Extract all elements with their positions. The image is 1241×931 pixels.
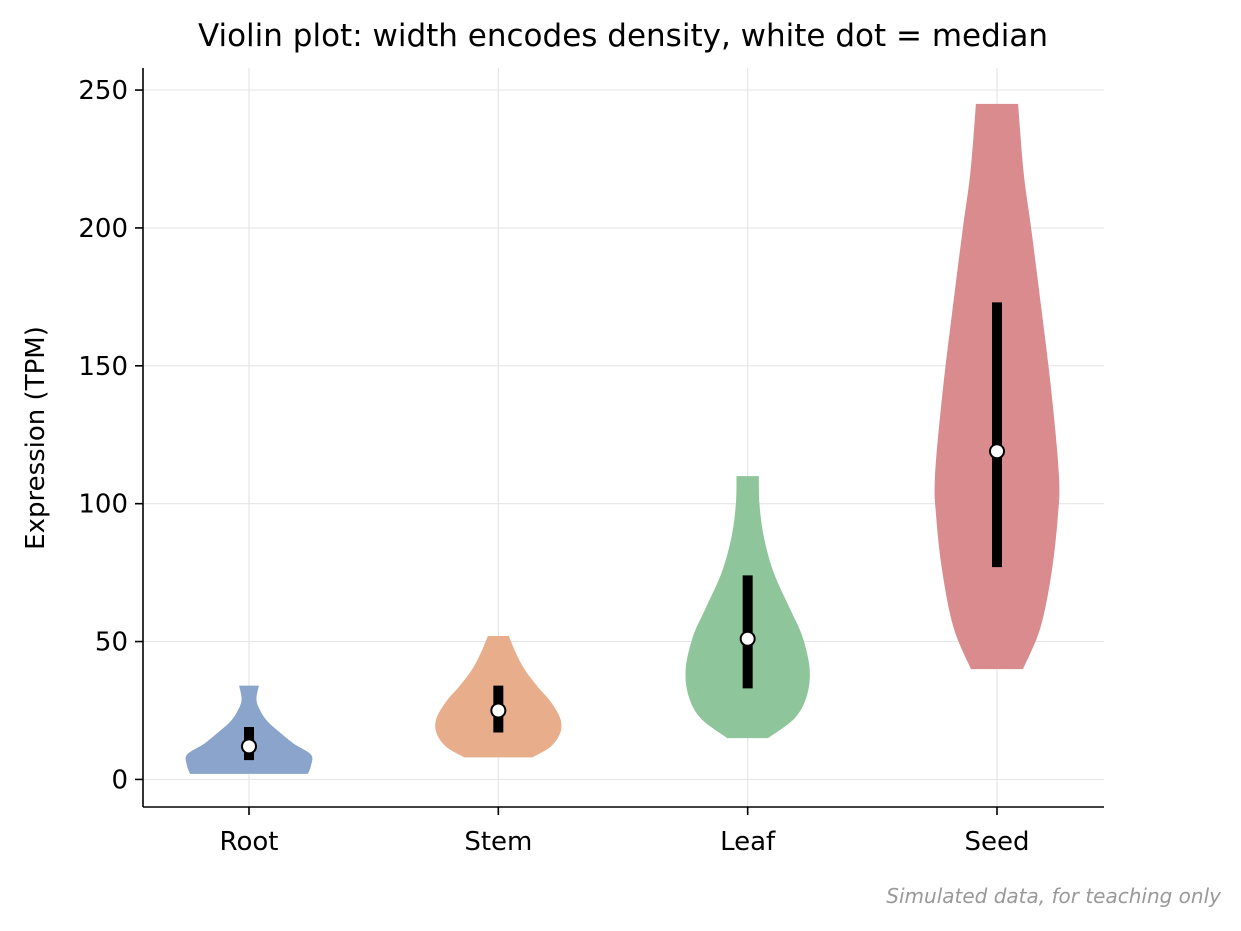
iqr-bars	[244, 302, 1002, 761]
violins	[185, 103, 1060, 774]
median-dot-seed	[989, 443, 1005, 460]
y-tick-label: 150	[78, 352, 128, 382]
y-tick-label: 250	[78, 76, 128, 106]
y-tick-label: 100	[78, 490, 128, 520]
axes	[135, 68, 1104, 815]
x-tick-label-seed: Seed	[965, 827, 1030, 857]
y-tick-label: 0	[111, 765, 128, 795]
y-tick-labels: 0 50 100 150 200 250	[78, 76, 128, 795]
y-tick-label: 50	[95, 628, 128, 658]
median-dot-root	[241, 738, 257, 755]
y-tick-label: 200	[78, 214, 128, 244]
median-dot-stem	[490, 702, 507, 719]
y-axis-label: Expression (TPM)	[21, 326, 51, 550]
x-tick-label-root: Root	[220, 827, 279, 857]
x-tick-labels: Root Stem Leaf Seed	[220, 827, 1030, 857]
annotation-note: Simulated data, for teaching only	[886, 884, 1221, 908]
median-dot-leaf	[739, 630, 756, 647]
median-dots	[241, 443, 1005, 755]
x-tick-label-leaf: Leaf	[720, 827, 776, 857]
gridlines	[143, 68, 1104, 807]
x-tick-label-stem: Stem	[464, 827, 532, 857]
chart-title: Violin plot: width encodes density, whit…	[198, 18, 1048, 54]
